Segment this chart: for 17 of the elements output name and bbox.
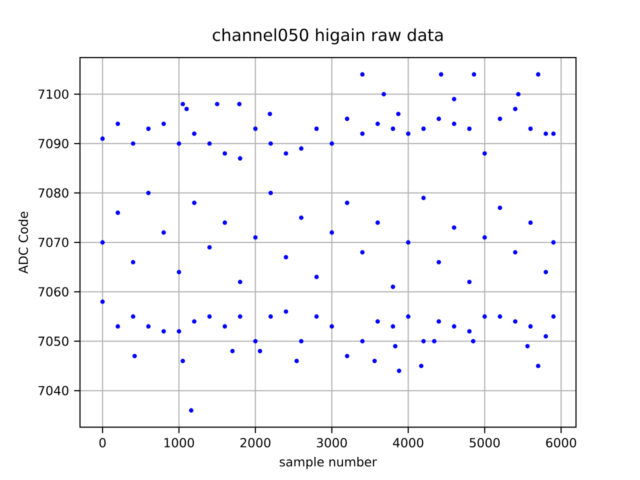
x-tick-label: 5000 <box>470 438 500 448</box>
x-axis-title: sample number <box>280 456 377 469</box>
x-tick-label: 0 <box>99 438 106 448</box>
y-tick-label: 7050 <box>38 336 68 346</box>
y-tick-label: 7060 <box>38 287 68 297</box>
x-tick-label: 6000 <box>546 438 576 448</box>
y-tick-label: 7100 <box>38 89 68 99</box>
y-tick-label: 7080 <box>38 188 68 198</box>
y-tick-label: 7040 <box>38 386 68 396</box>
y-tick-label: 7090 <box>38 138 68 148</box>
chart-title: channel050 higain raw data <box>212 28 443 44</box>
y-axis-title: ADC Code <box>18 212 28 274</box>
x-tick-label: 3000 <box>316 438 347 448</box>
y-tick-label: 7070 <box>38 238 68 248</box>
x-tick-label: 1000 <box>164 438 194 448</box>
x-tick-label: 4000 <box>393 438 424 448</box>
x-tick-label: 2000 <box>240 438 270 448</box>
